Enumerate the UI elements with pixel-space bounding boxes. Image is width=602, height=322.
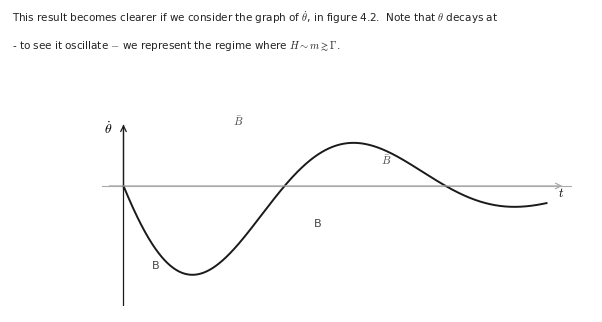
Text: This result becomes clearer if we consider the graph of $\dot{\theta}$, in figur: This result becomes clearer if we consid…	[12, 10, 498, 26]
Text: B: B	[152, 261, 160, 271]
Text: $t$: $t$	[557, 187, 563, 201]
Text: $\bar{B}$: $\bar{B}$	[232, 114, 243, 128]
Text: $\bar{B}$: $\bar{B}$	[380, 153, 391, 167]
Text: B: B	[314, 219, 322, 229]
Text: $\dot{\theta}$: $\dot{\theta}$	[104, 121, 113, 137]
Text: - to see it oscillate $-$ we represent the regime where $H \sim m \gtrsim \Gamma: - to see it oscillate $-$ we represent t…	[12, 39, 341, 52]
